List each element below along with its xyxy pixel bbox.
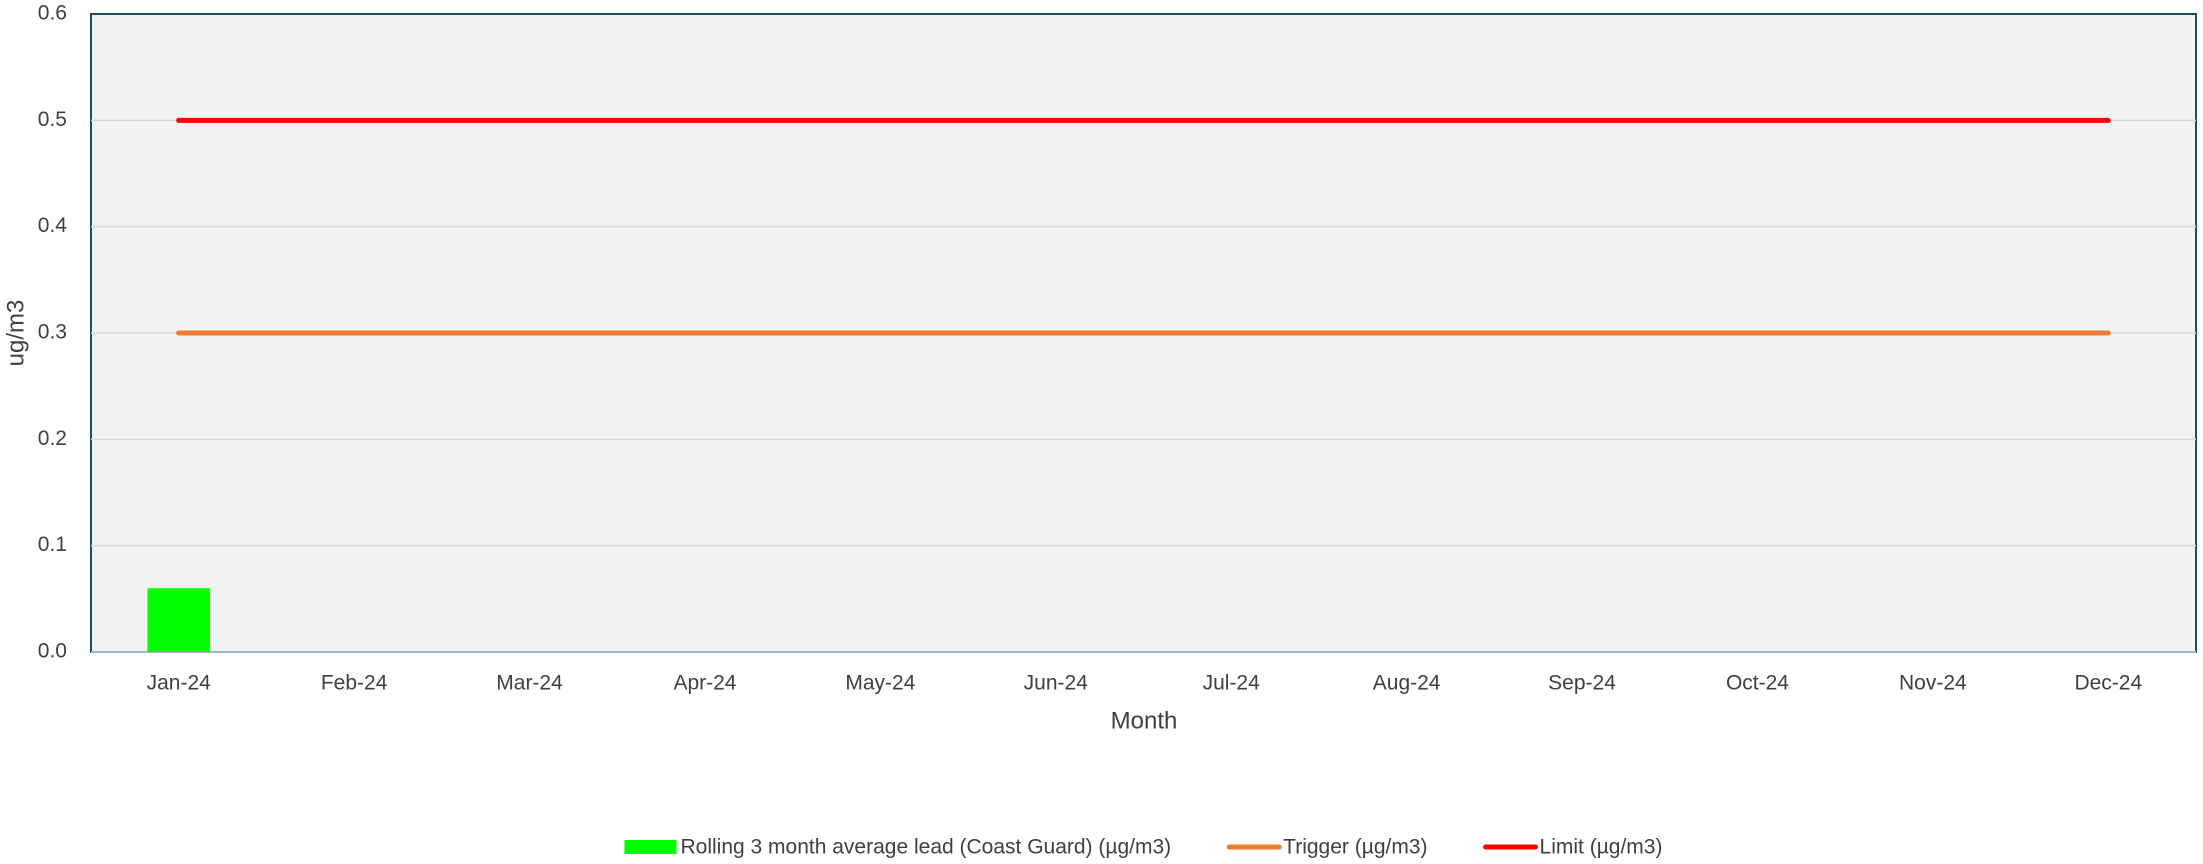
legend-label: Trigger (µg/m3)	[1283, 836, 1427, 859]
bar	[147, 588, 210, 652]
y-tick-label: 0.6	[38, 2, 67, 25]
x-tick-label: Feb-24	[321, 672, 388, 695]
y-tick-label: 0.2	[38, 427, 67, 450]
x-tick-label: Sep-24	[1548, 672, 1616, 695]
legend-swatch	[624, 840, 677, 854]
x-tick-label: May-24	[845, 672, 915, 695]
y-tick-label: 0.4	[38, 214, 68, 237]
y-tick-label: 0.3	[38, 321, 67, 344]
y-tick-label: 0.1	[38, 533, 67, 556]
y-axis-title: ug/m3	[2, 300, 29, 367]
y-tick-label: 0.5	[38, 108, 67, 131]
x-tick-label: Dec-24	[2074, 672, 2142, 695]
x-tick-label: Jan-24	[147, 672, 212, 695]
x-tick-label: Jun-24	[1024, 672, 1089, 695]
legend-label: Rolling 3 month average lead (Coast Guar…	[681, 836, 1172, 859]
x-tick-label: Jul-24	[1203, 672, 1261, 695]
x-tick-label: Nov-24	[1899, 672, 1967, 695]
x-axis-title: Month	[1111, 707, 1178, 734]
x-tick-label: Apr-24	[673, 672, 736, 695]
x-tick-label: Aug-24	[1373, 672, 1441, 695]
legend-label: Limit (µg/m3)	[1540, 836, 1663, 859]
x-tick-label: Mar-24	[496, 672, 563, 695]
y-tick-label: 0.0	[38, 640, 67, 663]
x-tick-label: Oct-24	[1726, 672, 1789, 695]
